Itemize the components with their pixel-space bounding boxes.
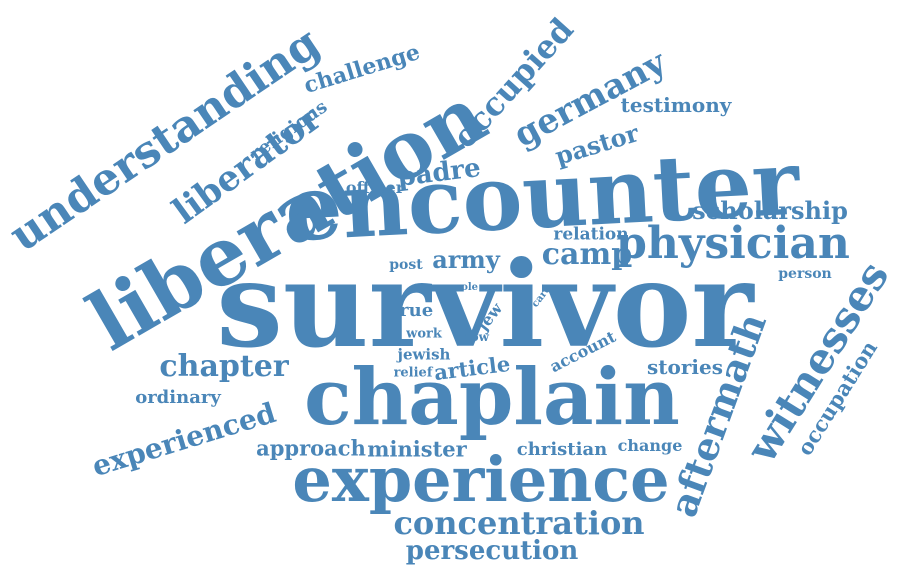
word-approach: approach [256,435,366,461]
word-change: change [617,436,683,455]
word-persecution: persecution [405,536,579,566]
word-relief: relief [393,365,433,381]
word-minister: minister [367,436,467,462]
word-relation: relation [553,224,629,245]
word-person: person [778,266,832,282]
word-survivor: survivor [216,235,754,374]
word-work: work [406,326,442,342]
word-role: role [455,282,479,293]
word-concentration: concentration [393,504,645,542]
word-camp: camp [541,237,633,272]
word-experience: experience [292,443,670,516]
word-chaplain: chaplain [304,352,680,443]
word-scholarship: scholarship [692,196,848,225]
word-officer: officer [345,178,405,197]
word-physician: physician [616,218,850,269]
word-christian: christian [516,439,608,460]
word-stories: stories [647,355,723,379]
word-jewish: jewish [397,345,451,364]
word-post: post [389,257,423,273]
word-chapter: chapter [159,349,289,384]
word-ordinary: ordinary [135,387,221,408]
word-show: show [455,330,489,344]
word-army: army [432,245,500,274]
word-experienced: experienced [88,395,280,484]
word-testimony: testimony [620,93,732,117]
word-true: true [390,300,434,321]
